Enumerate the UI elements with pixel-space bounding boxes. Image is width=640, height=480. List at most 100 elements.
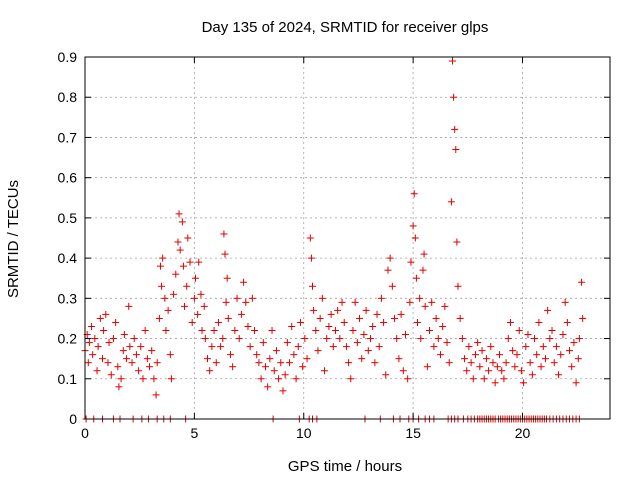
data-point [184, 234, 192, 242]
data-point [212, 359, 220, 367]
data-point [338, 298, 346, 306]
data-point [217, 343, 225, 351]
data-point [316, 314, 324, 322]
y-tick-label: 0.5 [58, 210, 78, 226]
y-tick-label: 0.9 [58, 49, 78, 65]
data-point [369, 322, 377, 330]
data-point [253, 351, 261, 359]
x-tick-label: 10 [296, 425, 312, 441]
data-point [221, 250, 229, 258]
data-point [290, 351, 298, 359]
data-point [179, 262, 187, 270]
data-point [469, 375, 477, 383]
data-point [281, 371, 289, 379]
data-point [371, 359, 379, 367]
data-point [380, 318, 388, 326]
data-point [237, 310, 245, 318]
data-point [314, 347, 322, 355]
data-point [579, 314, 587, 322]
data-point [500, 375, 508, 383]
data-point [325, 322, 333, 330]
data-point [277, 359, 285, 367]
data-point [200, 302, 208, 310]
y-axis-label: SRMTID / TECUs [5, 180, 22, 298]
data-point [301, 335, 309, 343]
data-point [432, 314, 440, 322]
y-tick-label: 0.7 [58, 129, 78, 145]
data-point [555, 371, 563, 379]
data-point [264, 383, 272, 391]
data-point [449, 57, 456, 65]
gridlines [85, 57, 610, 419]
data-point [170, 290, 178, 298]
data-point [306, 234, 314, 242]
data-point [318, 294, 326, 302]
data-point [268, 327, 276, 335]
data-point [99, 355, 106, 363]
data-point [334, 306, 342, 314]
data-point [414, 318, 421, 326]
data-point [345, 359, 353, 367]
x-tick-label: 20 [515, 425, 531, 441]
data-point [231, 327, 239, 335]
data-point [175, 210, 183, 218]
data-point [132, 351, 140, 359]
data-point [366, 335, 374, 343]
data-point [255, 359, 263, 367]
data-point [420, 250, 428, 258]
data-point [454, 282, 462, 290]
data-point [214, 318, 222, 326]
x-tick-label: 5 [190, 425, 198, 441]
data-point [416, 294, 424, 302]
data-point [384, 266, 392, 274]
data-point [409, 222, 417, 230]
y-tick-label: 0.3 [58, 290, 78, 306]
data-point [531, 335, 539, 343]
data-point [102, 310, 110, 318]
data-point [491, 379, 499, 387]
data-point [275, 375, 283, 383]
data-point [535, 318, 543, 326]
data-point [578, 278, 586, 286]
data-point [195, 258, 203, 266]
data-point [373, 310, 381, 318]
data-point [528, 371, 536, 379]
data-point [204, 355, 211, 363]
data-point [286, 359, 294, 367]
data-point [146, 363, 154, 371]
data-point [386, 254, 394, 262]
data-point [188, 318, 196, 326]
data-point [224, 314, 232, 322]
y-tick-label: 0.1 [58, 371, 78, 387]
data-point [125, 302, 133, 310]
data-point [515, 327, 523, 335]
data-point [201, 335, 209, 343]
y-tick-label: 0.2 [58, 331, 78, 347]
data-point [450, 93, 458, 101]
data-point [563, 318, 571, 326]
data-point [430, 343, 438, 351]
data-point [197, 290, 205, 298]
data-point [153, 359, 161, 367]
data-point [294, 343, 302, 351]
data-point [117, 375, 125, 383]
data-point [105, 339, 113, 347]
data-point [259, 339, 267, 347]
data-point [331, 327, 339, 335]
data-point [388, 282, 396, 290]
data-point [412, 274, 420, 282]
data-point [166, 351, 174, 359]
data-point [493, 363, 501, 371]
data-point [526, 359, 534, 367]
x-tick-label: 15 [405, 425, 421, 441]
data-point [377, 294, 385, 302]
data-point [485, 367, 493, 375]
data-point [270, 367, 278, 375]
data-point [323, 335, 331, 343]
data-point [421, 302, 429, 310]
data-point [242, 298, 250, 306]
data-point [358, 355, 366, 363]
data-point [85, 339, 93, 347]
data-point [428, 298, 436, 306]
chart-title: Day 135 of 2024, SRMTID for receiver glp… [202, 19, 489, 36]
